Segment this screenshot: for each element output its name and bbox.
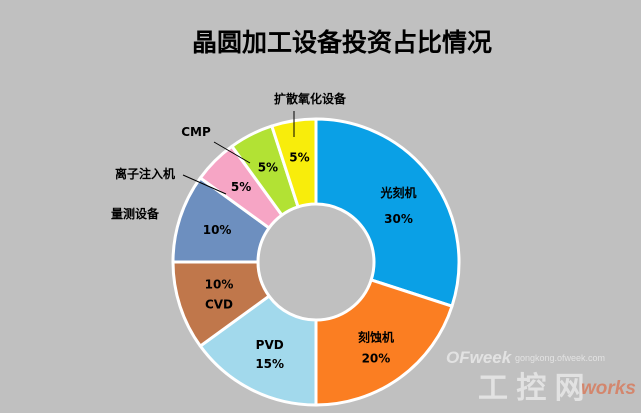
slice-name-3: CVD (205, 298, 233, 312)
leader-line-6 (213, 141, 251, 164)
slices-group (171, 117, 461, 407)
chart-title: 晶圆加工设备投资占比情况 (192, 28, 492, 57)
slice-name-1: 刻蚀机 (358, 330, 394, 345)
value-label-1: 20% (362, 352, 391, 366)
watermark-cn: 工 控 网 (478, 372, 585, 405)
category-label-6: CMP (181, 125, 211, 139)
value-label-7: 5% (289, 150, 309, 164)
value-label-4: 10% (203, 223, 232, 237)
slice-name-0: 光刻机 (380, 185, 417, 200)
category-label-4: 量测设备 (111, 206, 160, 221)
watermark-logo: works (581, 378, 636, 399)
category-label-5: 离子注入机 (115, 166, 175, 181)
value-label-3: 10% (205, 278, 234, 292)
slice-item-7 (270, 117, 318, 209)
watermark-url: gongkong.ofweek.com (515, 353, 605, 363)
category-label-7: 扩散氧化设备 (274, 91, 347, 106)
labels-group: 光刻机 30% 刻蚀机 20% PVD 15% 10% CVD 10% 量测设备 5% 离子注入机 5%… (111, 91, 417, 371)
value-label-2: 15% (255, 357, 284, 371)
leader-lines (182, 111, 295, 195)
value-label-6: 5% (258, 161, 278, 175)
slice-pvd (198, 294, 318, 407)
value-label-5: 5% (231, 180, 251, 194)
slice-item-0 (314, 117, 461, 308)
watermark: OFweek gongkong.ofweek.com 工 控 网 works (446, 348, 636, 405)
value-label-0: 30% (384, 212, 413, 226)
slice-item-1 (314, 278, 454, 407)
watermark-brand: OFweek (446, 348, 513, 367)
slice-name-2: PVD (256, 338, 284, 352)
leader-line-5 (182, 174, 227, 195)
